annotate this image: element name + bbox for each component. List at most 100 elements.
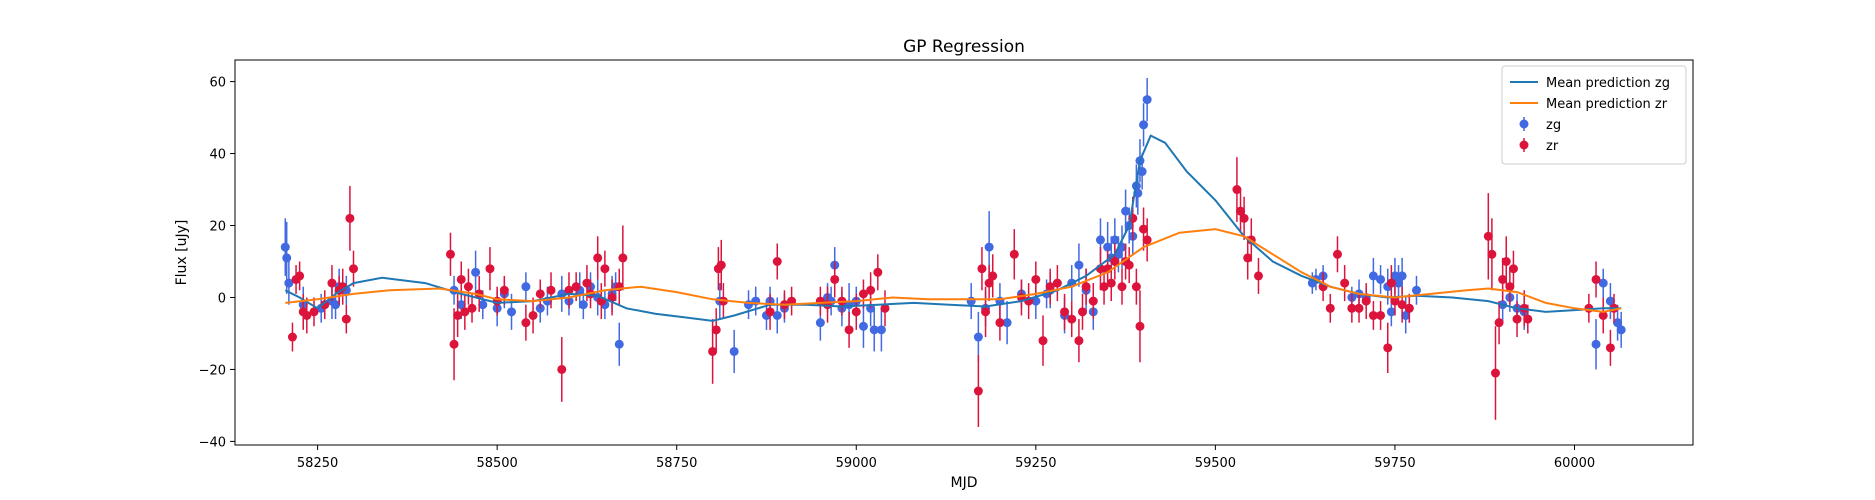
data-point — [1106, 278, 1116, 288]
data-point — [320, 300, 330, 310]
legend-item: zg — [1519, 117, 1561, 133]
data-point — [1135, 321, 1145, 331]
y-tick-label: −20 — [199, 363, 226, 378]
data-point — [618, 253, 628, 263]
data-point — [456, 300, 466, 310]
data-point — [521, 282, 531, 292]
data-point — [977, 264, 987, 274]
data-point — [1390, 271, 1400, 281]
data-point — [445, 249, 455, 259]
data-point — [1110, 235, 1120, 245]
data-point — [1354, 303, 1364, 313]
data-point — [1031, 274, 1041, 284]
data-point — [1236, 206, 1246, 216]
data-point — [1124, 260, 1134, 270]
legend-label: Mean prediction zr — [1546, 97, 1668, 112]
data-point — [578, 300, 588, 310]
legend-marker-swatch — [1519, 140, 1529, 150]
data-point — [716, 260, 726, 270]
legend: Mean prediction zg Mean prediction zr zg zr — [1501, 65, 1687, 165]
y-axis-ticks: −40 −20 0 20 40 60 — [199, 76, 235, 450]
data-point — [287, 332, 297, 342]
data-point — [1103, 242, 1113, 252]
data-point — [851, 307, 861, 317]
data-point — [499, 285, 509, 295]
data-point — [981, 307, 991, 317]
data-point — [1045, 282, 1055, 292]
data-point — [1131, 282, 1141, 292]
data-point — [453, 310, 463, 320]
data-point — [830, 274, 840, 284]
data-point — [858, 289, 868, 299]
data-point — [765, 307, 775, 317]
y-tick-label: 20 — [209, 220, 226, 235]
line-mean-prediction-zg — [284, 134, 1622, 322]
data-point — [876, 325, 886, 335]
data-point — [1009, 249, 1019, 259]
data-point — [295, 271, 305, 281]
data-point — [282, 253, 292, 263]
data-point — [535, 289, 545, 299]
x-tick-label: 60000 — [1554, 456, 1595, 471]
data-point — [880, 303, 890, 313]
data-point — [478, 300, 488, 310]
data-point — [1397, 271, 1407, 281]
x-axis-label: MJD — [951, 475, 978, 491]
data-point — [1243, 253, 1253, 263]
data-point — [331, 300, 341, 310]
data-point — [521, 318, 531, 328]
data-point — [1523, 314, 1533, 324]
data-point — [1613, 318, 1623, 328]
legend-box — [1501, 65, 1687, 165]
data-point — [1616, 325, 1626, 335]
data-point — [1508, 264, 1518, 274]
data-point — [460, 307, 470, 317]
data-point — [546, 285, 556, 295]
series-layer — [280, 77, 1626, 428]
data-point — [1142, 235, 1152, 245]
data-point — [1139, 120, 1149, 130]
data-point — [1494, 318, 1504, 328]
data-point — [1239, 213, 1249, 223]
data-point — [1110, 256, 1120, 266]
data-point — [1002, 318, 1012, 328]
data-point — [708, 346, 718, 356]
data-point — [284, 278, 294, 288]
x-axis-ticks: 58250 58500 58750 59000 59250 59500 59750 60000 — [297, 445, 1595, 471]
data-point — [1117, 282, 1127, 292]
data-point — [995, 318, 1005, 328]
legend-label: zr — [1546, 139, 1559, 154]
data-point — [1325, 303, 1335, 313]
data-point — [1591, 339, 1601, 349]
data-point — [485, 264, 495, 274]
x-tick-label: 59000 — [836, 456, 877, 471]
data-point — [1038, 336, 1048, 346]
data-point — [1074, 336, 1084, 346]
data-point — [1401, 310, 1411, 320]
prediction-lines-layer — [284, 134, 1622, 322]
data-point — [1390, 296, 1400, 306]
data-point — [1060, 307, 1070, 317]
data-point — [1383, 343, 1393, 353]
data-point — [614, 339, 624, 349]
data-point — [1121, 206, 1131, 216]
data-point — [1078, 307, 1088, 317]
data-point — [1253, 271, 1263, 281]
data-point — [327, 278, 337, 288]
data-point — [1368, 310, 1378, 320]
y-tick-label: 40 — [209, 148, 226, 163]
data-point — [1605, 343, 1615, 353]
data-point — [772, 310, 782, 320]
y-tick-label: 60 — [209, 76, 226, 91]
data-point — [349, 264, 359, 274]
data-point — [858, 321, 868, 331]
data-point — [1088, 296, 1098, 306]
data-point — [1490, 368, 1500, 378]
data-point — [463, 282, 473, 292]
x-tick-label: 58250 — [297, 456, 338, 471]
data-point — [1376, 274, 1386, 284]
data-point — [528, 310, 538, 320]
data-point — [973, 332, 983, 342]
data-point — [973, 386, 983, 396]
data-point — [1347, 303, 1357, 313]
